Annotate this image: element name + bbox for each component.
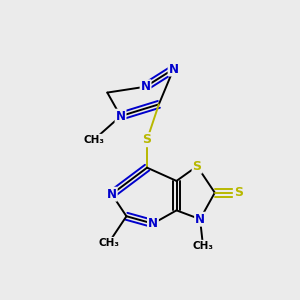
Text: CH₃: CH₃ bbox=[84, 135, 105, 145]
Text: N: N bbox=[107, 188, 117, 201]
Text: S: S bbox=[234, 186, 243, 199]
Text: N: N bbox=[169, 62, 178, 76]
Text: S: S bbox=[193, 160, 202, 173]
Text: N: N bbox=[195, 213, 205, 226]
Text: S: S bbox=[142, 133, 152, 146]
Text: N: N bbox=[116, 110, 126, 123]
Text: CH₃: CH₃ bbox=[98, 238, 119, 248]
Text: CH₃: CH₃ bbox=[193, 241, 214, 251]
Text: N: N bbox=[141, 80, 151, 93]
Text: N: N bbox=[148, 217, 158, 230]
